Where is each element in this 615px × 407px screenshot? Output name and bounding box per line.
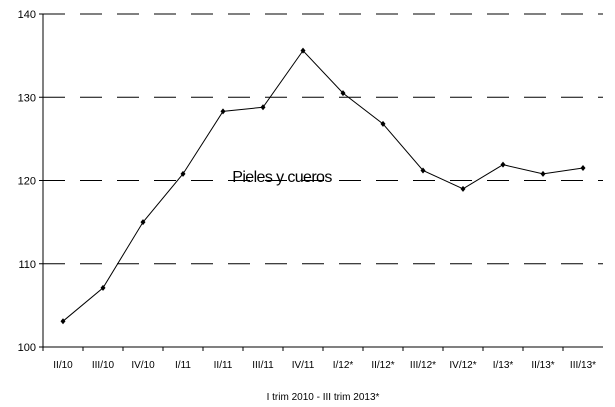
- data-point-II/10: [60, 318, 66, 325]
- x-tick-label: I/11: [175, 360, 191, 371]
- x-tick-label: III/11: [252, 360, 274, 371]
- x-tick-label: III/12*: [410, 360, 436, 371]
- data-point-III/11: [260, 104, 266, 111]
- series-group: [60, 47, 586, 325]
- y-tick-label: 120: [18, 176, 36, 188]
- data-point-III/13*: [580, 165, 586, 172]
- data-point-II/13*: [540, 170, 546, 177]
- x-tick-label: II/13*: [531, 360, 554, 371]
- x-tick-label: II/11: [214, 360, 233, 371]
- data-point-III/10: [100, 284, 106, 291]
- x-tick-label: III/10: [92, 360, 115, 371]
- x-axis-label: I trim 2010 - III trim 2013*: [267, 392, 380, 403]
- data-point-II/12*: [380, 120, 386, 127]
- data-point-I/13*: [500, 161, 506, 168]
- x-tick-label: IV/11: [292, 360, 315, 371]
- data-point-IV/11: [300, 47, 306, 54]
- data-point-I/11: [180, 170, 186, 177]
- series-label: Pieles y cueros: [232, 169, 332, 186]
- series-line: [62, 49, 584, 322]
- y-tick-label: 140: [18, 9, 36, 21]
- x-tick-labels: II/10 III/10 IV/10 I/11 II/11 III/11 IV/11 I/12…: [42, 347, 596, 371]
- data-point-IV/10: [140, 219, 146, 226]
- y-tick-label: 130: [18, 92, 36, 104]
- data-point-IV/12*: [460, 185, 466, 192]
- x-tick-label: I/12*: [333, 360, 354, 371]
- x-tick-label: I/13*: [493, 360, 514, 371]
- x-tick-label: IV/10: [131, 360, 155, 371]
- data-point-I/12*: [340, 90, 346, 97]
- x-tick-label: II/10: [53, 360, 73, 371]
- y-tick-label: 100: [18, 342, 36, 354]
- y-tick-label: 110: [18, 259, 36, 271]
- x-tick-label: III/13*: [570, 360, 596, 371]
- x-tick-label: II/12*: [371, 360, 394, 371]
- x-tick-label: IV/12*: [449, 360, 476, 371]
- data-point-III/12*: [420, 167, 426, 174]
- y-tick-labels: 100 110 120 130 140: [18, 9, 43, 354]
- grid-lines: [43, 13, 603, 265]
- data-point-II/11: [220, 108, 226, 115]
